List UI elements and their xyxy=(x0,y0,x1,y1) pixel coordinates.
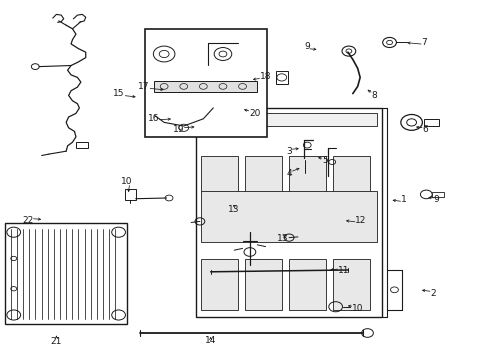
Text: 13: 13 xyxy=(277,234,288,243)
FancyBboxPatch shape xyxy=(201,259,238,310)
Text: 22: 22 xyxy=(22,216,33,225)
Text: 8: 8 xyxy=(371,91,377,100)
Text: 17: 17 xyxy=(139,82,150,91)
Text: 15: 15 xyxy=(114,89,125,98)
FancyBboxPatch shape xyxy=(76,142,88,148)
Text: 2: 2 xyxy=(430,289,436,298)
FancyBboxPatch shape xyxy=(276,71,288,84)
FancyBboxPatch shape xyxy=(432,192,444,197)
Text: 12: 12 xyxy=(355,216,367,225)
FancyBboxPatch shape xyxy=(289,259,326,310)
FancyBboxPatch shape xyxy=(154,81,257,92)
FancyBboxPatch shape xyxy=(245,156,282,192)
Text: 14: 14 xyxy=(205,336,217,345)
FancyBboxPatch shape xyxy=(245,259,282,310)
Text: 1: 1 xyxy=(401,195,407,204)
FancyBboxPatch shape xyxy=(424,119,439,126)
FancyBboxPatch shape xyxy=(333,156,370,192)
FancyBboxPatch shape xyxy=(289,156,326,192)
Text: 9: 9 xyxy=(304,42,310,51)
FancyBboxPatch shape xyxy=(196,108,382,317)
Text: 18: 18 xyxy=(260,72,271,81)
Text: 20: 20 xyxy=(249,109,260,118)
Text: 9: 9 xyxy=(434,195,440,204)
FancyBboxPatch shape xyxy=(201,191,377,242)
FancyBboxPatch shape xyxy=(201,113,377,126)
FancyBboxPatch shape xyxy=(201,156,238,192)
Text: 10: 10 xyxy=(352,304,363,313)
Text: 11: 11 xyxy=(338,266,349,275)
Text: 21: 21 xyxy=(50,337,62,346)
FancyBboxPatch shape xyxy=(145,29,267,137)
Text: 5: 5 xyxy=(322,156,328,165)
Text: 16: 16 xyxy=(148,113,159,122)
Text: 10: 10 xyxy=(121,177,132,186)
Text: 19: 19 xyxy=(173,125,184,134)
Text: 7: 7 xyxy=(421,38,427,47)
Text: 4: 4 xyxy=(287,169,293,178)
FancyBboxPatch shape xyxy=(333,259,370,310)
Text: 13: 13 xyxy=(228,205,239,214)
FancyBboxPatch shape xyxy=(5,223,127,324)
Text: 3: 3 xyxy=(286,147,292,156)
Text: 6: 6 xyxy=(422,125,428,134)
FancyBboxPatch shape xyxy=(125,189,136,200)
